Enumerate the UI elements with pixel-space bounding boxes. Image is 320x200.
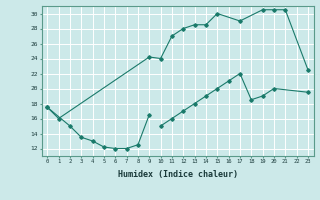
X-axis label: Humidex (Indice chaleur): Humidex (Indice chaleur) — [118, 170, 237, 179]
